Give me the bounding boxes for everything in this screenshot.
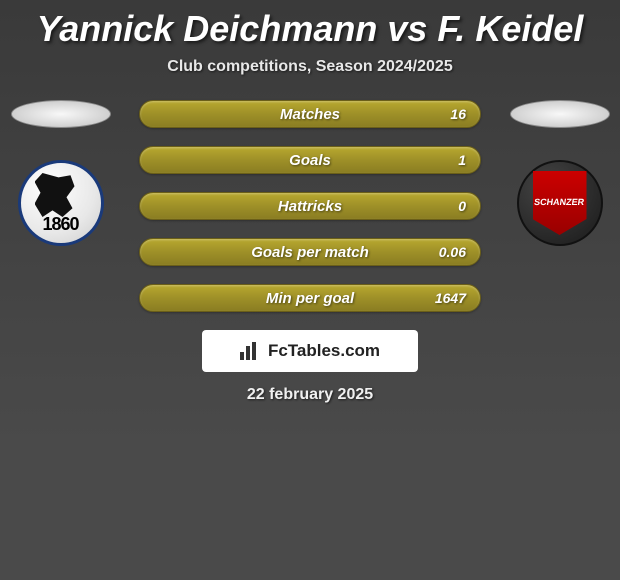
stat-value-right: 0.06 bbox=[439, 244, 466, 260]
stat-value-right: 1 bbox=[458, 152, 466, 168]
stat-label: Goals bbox=[289, 152, 331, 169]
left-player-avatar bbox=[11, 100, 111, 128]
left-team-logo: 1860 bbox=[18, 160, 104, 246]
stat-label: Matches bbox=[280, 106, 340, 123]
stat-label: Goals per match bbox=[251, 244, 369, 261]
brand-text: FcTables.com bbox=[268, 341, 380, 361]
stat-bar-matches: Matches 16 bbox=[139, 100, 481, 128]
date-line: 22 february 2025 bbox=[0, 386, 620, 404]
stat-value-right: 0 bbox=[458, 198, 466, 214]
left-player-col: 1860 bbox=[8, 100, 113, 246]
brand-link[interactable]: FcTables.com bbox=[202, 330, 418, 372]
stat-bar-gpm: Goals per match 0.06 bbox=[139, 238, 481, 266]
subtitle: Club competitions, Season 2024/2025 bbox=[0, 58, 620, 76]
comparison-card: Yannick Deichmann vs F. Keidel Club comp… bbox=[0, 0, 620, 450]
page-title: Yannick Deichmann vs F. Keidel bbox=[0, 0, 620, 50]
stat-bar-hattricks: Hattricks 0 bbox=[139, 192, 481, 220]
bar-chart-icon bbox=[240, 342, 262, 360]
stats-column: Matches 16 Goals 1 Hattricks 0 Goals per… bbox=[135, 100, 485, 312]
right-player-col bbox=[507, 100, 612, 246]
content-row: 1860 Matches 16 Goals 1 Hattricks 0 Goal… bbox=[0, 100, 620, 312]
right-team-logo bbox=[517, 160, 603, 246]
left-team-year: 1860 bbox=[42, 214, 78, 235]
stat-bar-mpg: Min per goal 1647 bbox=[139, 284, 481, 312]
stat-label: Min per goal bbox=[266, 290, 354, 307]
right-player-avatar bbox=[510, 100, 610, 128]
stat-value-right: 1647 bbox=[435, 290, 466, 306]
stat-value-right: 16 bbox=[450, 106, 466, 122]
stat-bar-goals: Goals 1 bbox=[139, 146, 481, 174]
stat-label: Hattricks bbox=[278, 198, 342, 215]
